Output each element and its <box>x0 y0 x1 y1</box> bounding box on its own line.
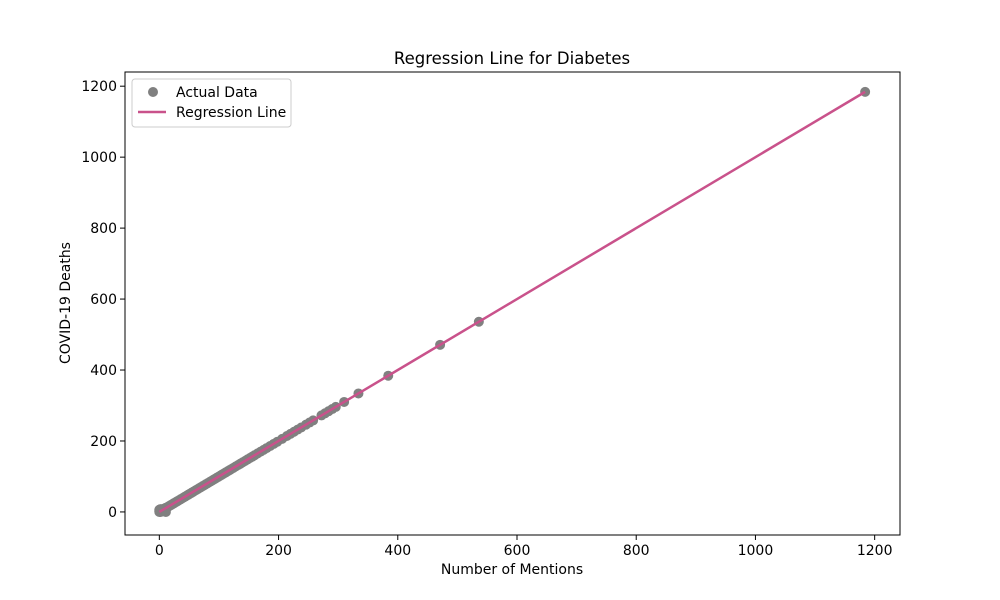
y-tick-label: 200 <box>90 434 117 450</box>
x-tick-label: 0 <box>155 543 164 559</box>
x-axis-label: Number of Mentions <box>441 562 583 578</box>
legend: Actual Data Regression Line <box>131 78 292 128</box>
y-tick-label: 0 <box>108 505 117 521</box>
y-axis: 0 200 400 600 800 1000 1200 <box>81 79 125 521</box>
x-axis: 0 200 400 600 800 1000 1200 <box>155 535 893 559</box>
x-tick-label: 800 <box>623 543 650 559</box>
y-tick-label: 1000 <box>81 150 117 166</box>
y-tick-label: 600 <box>90 292 117 308</box>
x-tick-label: 200 <box>265 543 292 559</box>
legend-label-actual-data: Actual Data <box>176 85 258 101</box>
regression-layer <box>158 90 866 514</box>
y-tick-label: 1200 <box>81 79 117 95</box>
y-tick-label: 800 <box>90 221 117 237</box>
x-tick-label: 400 <box>384 543 411 559</box>
y-tick-label: 400 <box>90 363 117 379</box>
legend-marker-actual-data <box>148 87 158 97</box>
legend-box <box>131 78 292 128</box>
chart-title: Regression Line for Diabetes <box>394 49 630 68</box>
plot-frame <box>124 71 901 536</box>
x-tick-label: 600 <box>504 543 531 559</box>
legend-label-regression-line: Regression Line <box>176 105 286 121</box>
regression-line <box>158 90 866 514</box>
x-tick-label: 1000 <box>738 543 774 559</box>
y-axis-label: COVID-19 Deaths <box>58 242 74 364</box>
x-tick-label: 1200 <box>857 543 893 559</box>
